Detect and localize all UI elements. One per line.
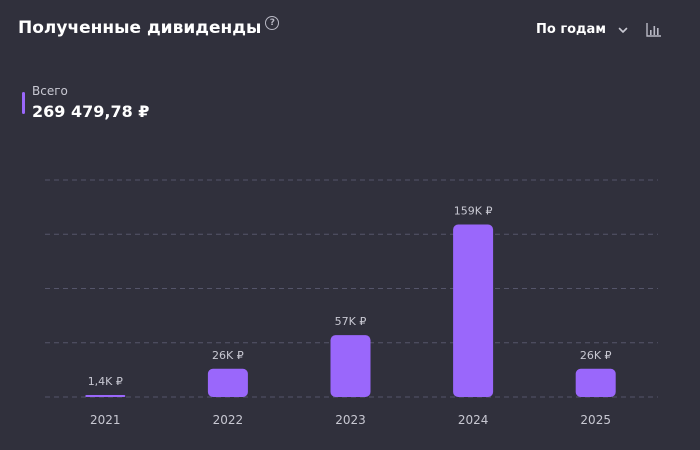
chevron-down-icon — [618, 27, 628, 33]
period-select-value: По годам — [536, 22, 606, 37]
bar-value-label: 159K ₽ — [454, 204, 493, 217]
period-select[interactable]: По годам — [536, 22, 628, 37]
x-tick-label: 2021 — [90, 413, 121, 427]
bar-2023[interactable] — [330, 335, 371, 397]
x-tick-label: 2022 — [213, 413, 244, 427]
total-label: Всего — [32, 84, 68, 98]
page-title-text: Полученные дивиденды — [18, 18, 262, 38]
bar-value-label: 26K ₽ — [580, 349, 612, 362]
x-tick-label: 2024 — [458, 413, 489, 427]
bar-2022[interactable] — [207, 368, 248, 397]
x-tick-label: 2023 — [335, 413, 366, 427]
x-tick-label: 2025 — [580, 413, 611, 427]
bar-2021[interactable] — [85, 395, 126, 397]
bar-value-label: 1,4K ₽ — [88, 375, 123, 388]
bar-chart-icon[interactable] — [645, 21, 663, 39]
total-color-marker — [22, 92, 25, 114]
bar-value-label: 57K ₽ — [335, 315, 367, 328]
total-value: 269 479,78 ₽ — [32, 102, 150, 121]
page-title: Полученные дивиденды ? — [18, 16, 280, 38]
bar-2024[interactable] — [453, 224, 494, 397]
bar-value-label: 26K ₽ — [212, 349, 244, 362]
bar-2025[interactable] — [575, 368, 616, 397]
question-circle-icon[interactable]: ? — [265, 16, 280, 30]
